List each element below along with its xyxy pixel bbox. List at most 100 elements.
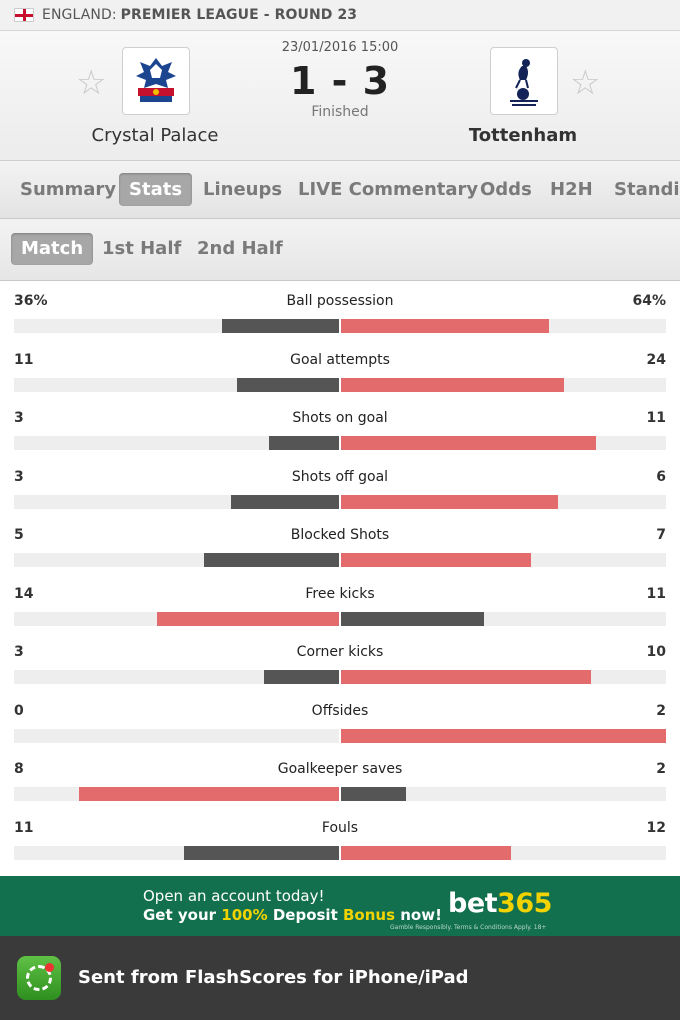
match-header: ☆ 23/01/2016 15:00 1 - 3 Finished ☆ Crys…	[0, 31, 680, 161]
stat-away-track	[341, 319, 666, 333]
stat-home-bar	[183, 845, 339, 860]
stat-home-track	[14, 319, 339, 333]
crystal-palace-crest-icon	[136, 58, 176, 102]
tab-lineups[interactable]: Lineups	[203, 179, 283, 200]
ad-banner[interactable]: Open an account today! Get your 100% Dep…	[0, 876, 680, 936]
ad-headline: Open an account today!	[143, 887, 325, 905]
stat-home-value: 8	[14, 761, 24, 777]
stat-home-track	[14, 845, 339, 860]
stat-label: Ball possession	[286, 293, 394, 309]
period-tabs: Match 1st Half 2nd Half	[0, 219, 680, 281]
stat-row: 0 Offsides 2	[0, 691, 680, 750]
stat-away-bar	[341, 436, 597, 450]
stat-home-track	[14, 670, 339, 684]
flashscores-app-icon[interactable]	[17, 956, 61, 1000]
stat-away-value: 2	[656, 702, 666, 719]
stat-home-value: 36%	[14, 293, 48, 309]
stat-away-bar	[341, 319, 549, 333]
stat-home-track	[14, 787, 339, 801]
stat-home-bar	[230, 494, 339, 509]
england-flag-icon	[14, 8, 34, 22]
stat-away-track	[341, 377, 666, 392]
stat-home-value: 5	[14, 527, 24, 543]
tab-standings[interactable]: Standi	[614, 179, 680, 200]
subtab-match[interactable]: Match	[11, 233, 94, 265]
subtab-second-half[interactable]: 2nd Half	[197, 238, 283, 259]
stat-row: 11 Goal attempts 24	[0, 340, 680, 399]
stat-away-bar	[341, 845, 511, 860]
stat-away-bar	[341, 787, 406, 801]
home-team-logo[interactable]	[122, 47, 190, 115]
stat-row: 8 Goalkeeper saves 2	[0, 749, 680, 808]
stat-home-value: 3	[14, 644, 24, 660]
stat-row: 5 Blocked Shots 7	[0, 515, 680, 574]
stat-away-value: 11	[646, 585, 666, 602]
stat-away-value: 2	[656, 761, 666, 777]
stat-home-track	[14, 436, 339, 450]
footer-text: Sent from FlashScores for iPhone/iPad	[78, 967, 469, 988]
stat-home-value: 11	[14, 819, 34, 836]
tab-odds[interactable]: Odds	[480, 179, 532, 200]
stat-label: Blocked Shots	[290, 527, 390, 543]
stat-home-bar	[203, 553, 339, 567]
favorite-away-star-icon[interactable]: ☆	[570, 63, 601, 103]
match-tabs: Summary Stats Lineups LIVE Commentary Od…	[0, 161, 680, 219]
league-country: ENGLAND:	[42, 7, 117, 23]
stat-label: Shots on goal	[292, 410, 388, 426]
away-team-name[interactable]: Tottenham	[468, 125, 578, 146]
stat-away-bar	[341, 728, 666, 743]
stat-home-track	[14, 553, 339, 567]
stat-away-bar	[341, 670, 591, 684]
stat-away-bar	[341, 611, 484, 626]
stat-home-value: 14	[14, 585, 34, 602]
stat-away-track	[341, 611, 666, 626]
league-bar: ENGLAND: PREMIER LEAGUE - ROUND 23	[0, 0, 680, 31]
stat-away-value: 24	[646, 351, 666, 368]
stat-home-track	[14, 494, 339, 509]
stat-away-value: 64%	[632, 293, 666, 309]
favorite-home-star-icon[interactable]: ☆	[76, 63, 107, 103]
away-team-logo[interactable]	[490, 47, 558, 115]
stat-label: Corner kicks	[296, 644, 384, 660]
stat-row: 3 Shots on goal 11	[0, 398, 680, 457]
stat-label: Offsides	[311, 702, 369, 719]
stat-away-track	[341, 436, 666, 450]
footer: Sent from FlashScores for iPhone/iPad	[0, 936, 680, 1020]
stat-home-track	[14, 611, 339, 626]
stat-home-value: 3	[14, 468, 24, 485]
stat-away-track	[341, 670, 666, 684]
stat-row: 3 Corner kicks 10	[0, 632, 680, 691]
stat-label: Fouls	[321, 819, 359, 836]
subtab-first-half[interactable]: 1st Half	[102, 238, 182, 259]
stat-away-track	[341, 553, 666, 567]
tab-stats[interactable]: Stats	[119, 173, 193, 206]
league-name: PREMIER LEAGUE - ROUND 23	[120, 7, 358, 23]
stat-home-track	[14, 728, 339, 743]
stat-row: 14 Free kicks 11	[0, 574, 680, 633]
stat-home-value: 11	[14, 351, 34, 368]
stat-away-bar	[341, 377, 564, 392]
ad-offer: Get your 100% Deposit Bonus now!	[143, 906, 442, 924]
stat-away-track	[341, 728, 666, 743]
stat-away-track	[341, 845, 666, 860]
stats-list: 36% Ball possession 64% 11 Goal attempts 24 3 S…	[0, 281, 680, 866]
stat-away-value: 12	[646, 819, 666, 836]
stat-row: 11 Fouls 12	[0, 808, 680, 867]
home-team-name[interactable]: Crystal Palace	[91, 125, 219, 146]
tab-summary[interactable]: Summary	[20, 179, 117, 200]
ad-brand-logo: bet365	[448, 888, 552, 919]
match-status: Finished	[311, 104, 369, 120]
stat-label: Goalkeeper saves	[277, 761, 403, 777]
tab-live-commentary[interactable]: LIVE Commentary	[298, 179, 479, 200]
stat-home-bar	[79, 787, 339, 801]
stat-home-bar	[236, 377, 339, 392]
stat-away-value: 11	[646, 410, 666, 426]
stat-away-value: 10	[646, 644, 666, 660]
stat-away-track	[341, 494, 666, 509]
stat-label: Goal attempts	[290, 351, 390, 368]
stat-home-bar	[222, 319, 339, 333]
ad-disclaimer: Gamble Responsibly. Terms & Conditions A…	[390, 924, 547, 931]
tottenham-crest-icon	[510, 59, 538, 106]
tab-h2h[interactable]: H2H	[550, 179, 593, 200]
stat-away-bar	[341, 494, 558, 509]
